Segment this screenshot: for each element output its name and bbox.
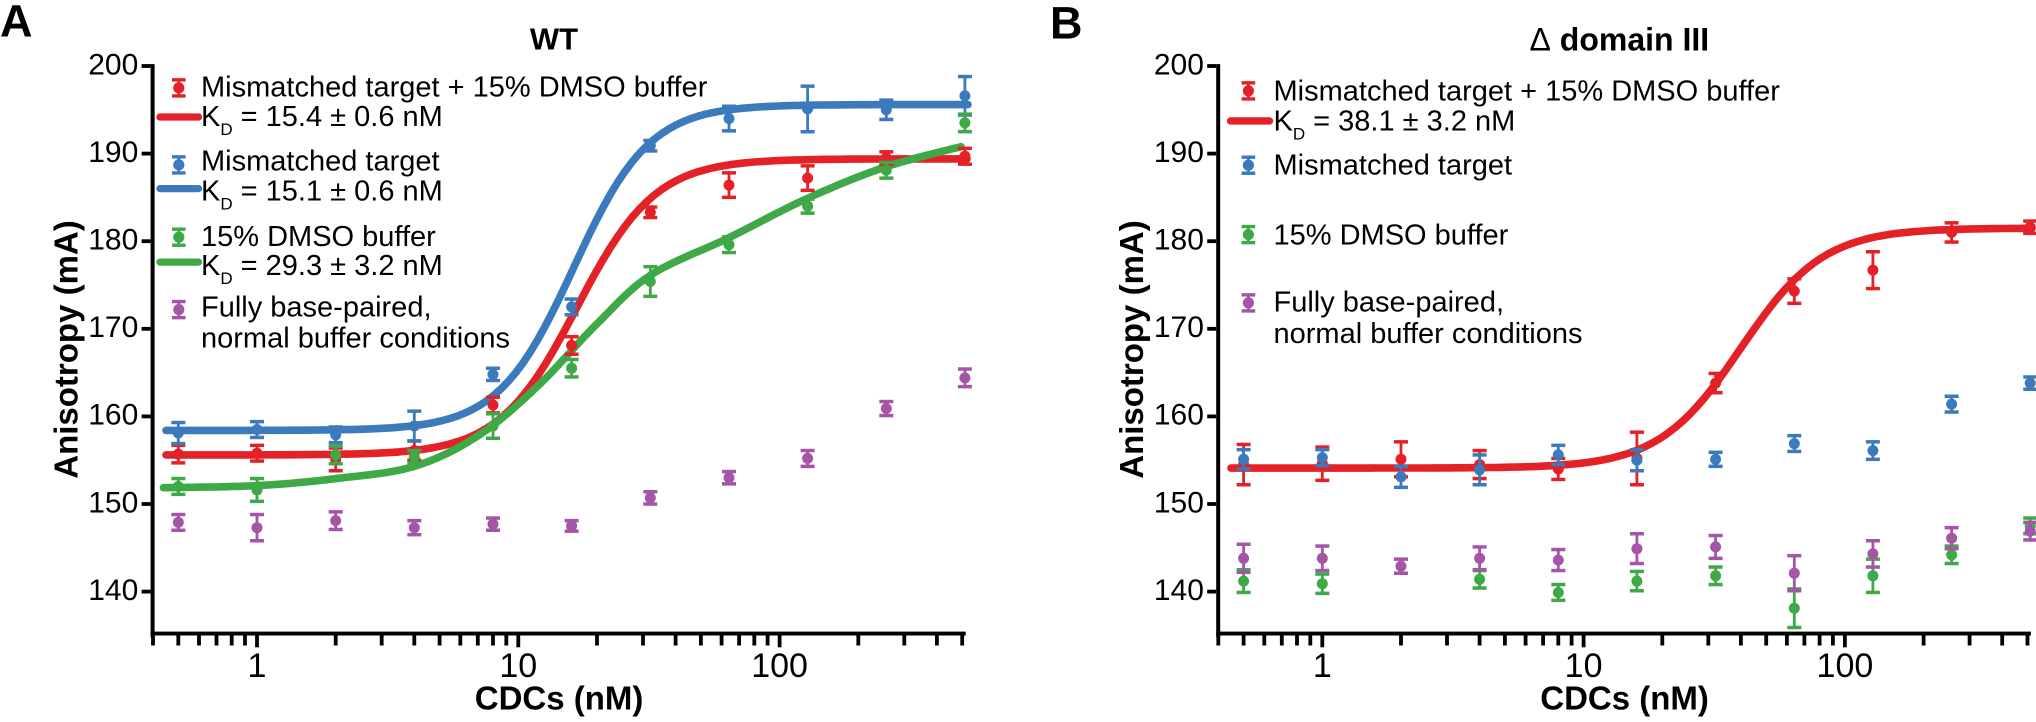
svg-text:KD = 29.3 ± 3.2 nM: KD = 29.3 ± 3.2 nM xyxy=(201,250,443,288)
svg-text:Mismatched target + 15% DMSO b: Mismatched target + 15% DMSO buffer xyxy=(201,72,708,104)
svg-text:WT: WT xyxy=(530,22,578,57)
svg-text:A: A xyxy=(0,0,33,47)
svg-text:1: 1 xyxy=(248,647,267,685)
svg-text:KD = 38.1 ± 3.2 nM: KD = 38.1 ± 3.2 nM xyxy=(1274,106,1516,144)
svg-text:100: 100 xyxy=(1817,647,1874,685)
svg-text:170: 170 xyxy=(1154,311,1204,344)
svg-text:160: 160 xyxy=(1154,399,1204,432)
svg-text:normal buffer conditions: normal buffer conditions xyxy=(201,322,510,354)
svg-text:KD = 15.4 ± 0.6 nM: KD = 15.4 ± 0.6 nM xyxy=(201,101,443,139)
svg-text:Fully base-paired,: Fully base-paired, xyxy=(201,292,432,324)
svg-text:150: 150 xyxy=(88,486,138,519)
svg-text:Anisotropy (mA): Anisotropy (mA) xyxy=(1113,220,1150,479)
svg-text:CDCs (nM): CDCs (nM) xyxy=(1540,680,1709,717)
svg-text:15% DMSO buffer: 15% DMSO buffer xyxy=(201,221,436,253)
svg-text:Anisotropy (mA): Anisotropy (mA) xyxy=(47,220,84,479)
svg-text:190: 190 xyxy=(88,136,138,169)
svg-text:200: 200 xyxy=(88,48,138,81)
svg-text:190: 190 xyxy=(1154,136,1204,169)
svg-text:150: 150 xyxy=(1154,486,1204,519)
svg-text:160: 160 xyxy=(88,399,138,432)
svg-text:Mismatched target: Mismatched target xyxy=(1274,150,1513,182)
svg-text:normal buffer conditions: normal buffer conditions xyxy=(1274,318,1583,350)
svg-text:180: 180 xyxy=(88,224,138,257)
svg-text:180: 180 xyxy=(1154,224,1204,257)
svg-text:15% DMSO buffer: 15% DMSO buffer xyxy=(1274,219,1509,251)
svg-text:140: 140 xyxy=(1154,574,1204,607)
svg-text:10: 10 xyxy=(1565,647,1603,685)
svg-text:Δ domain III: Δ domain III xyxy=(1530,21,1710,57)
svg-text:Fully base-paired,: Fully base-paired, xyxy=(1274,287,1505,319)
svg-text:Mismatched target: Mismatched target xyxy=(201,146,440,178)
svg-text:Mismatched target + 15% DMSO b: Mismatched target + 15% DMSO buffer xyxy=(1274,76,1781,108)
svg-text:170: 170 xyxy=(88,311,138,344)
svg-text:200: 200 xyxy=(1154,48,1204,81)
svg-text:100: 100 xyxy=(751,647,808,685)
svg-text:140: 140 xyxy=(88,574,138,607)
svg-text:CDCs (nM): CDCs (nM) xyxy=(475,680,644,717)
svg-text:1: 1 xyxy=(1313,647,1332,685)
svg-text:10: 10 xyxy=(499,647,537,685)
svg-text:B: B xyxy=(1050,0,1083,49)
svg-text:KD = 15.1 ± 0.6 nM: KD = 15.1 ± 0.6 nM xyxy=(201,175,443,213)
